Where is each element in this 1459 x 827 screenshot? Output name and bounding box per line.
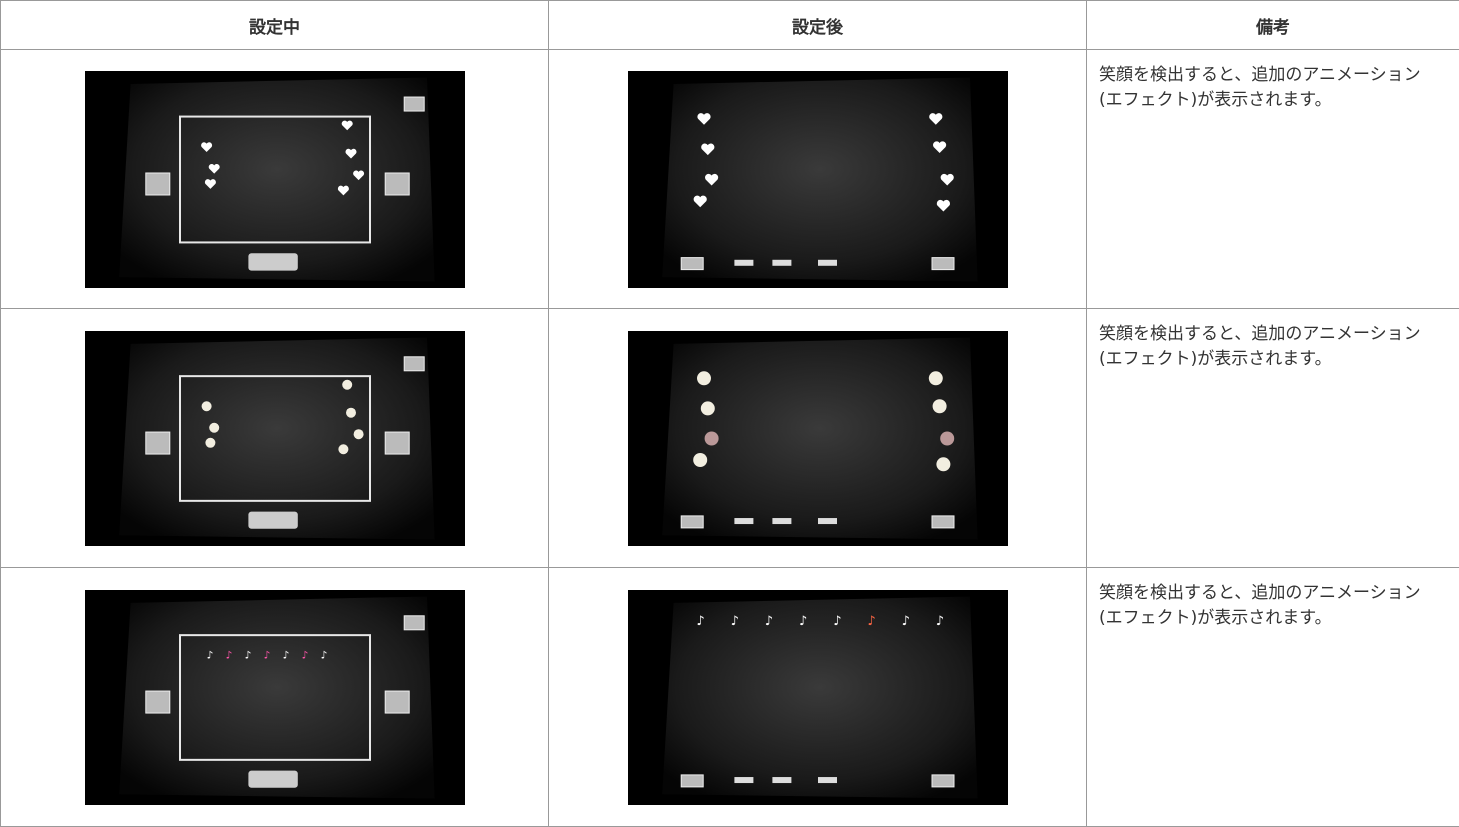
button [248,511,297,528]
note-symbol: ♪ [244,649,251,661]
image-cell: ♪ ♪ ♪ ♪ ♪ ♪ ♪ [1,568,549,827]
icon [145,432,169,454]
flower [693,453,707,467]
status-block [818,259,837,265]
image-cell [549,50,1087,309]
flower [205,437,215,447]
row: ♪ ♪ ♪ ♪ ♪ ♪ ♪ ♪ ♪ ♪ ♪ ♪ ♪ ♪ ♪ 笑顔を検出すると、追加のアニメーション(エフェ… [1,568,1459,827]
screenshot: ♪ ♪ ♪ ♪ ♪ ♪ ♪ [85,590,465,805]
screen [662,596,977,798]
header-row: 設定中 設定後 備考 [1,1,1459,50]
note-symbol: ♪ [225,649,232,661]
header-cell: 設定中 [1,1,549,50]
flower [704,431,718,445]
button [248,253,297,270]
button [248,770,297,787]
note-symbol: ♪ [696,614,704,629]
flower [932,399,946,413]
note-symbol: ♪ [730,614,738,629]
note-symbol: ♪ [799,614,807,629]
image-cell [1,309,549,568]
header-cell: 設定後 [549,1,1087,50]
icon [404,615,424,629]
note-symbol: ♪ [301,649,308,661]
icon [404,356,424,370]
note-symbol: ♪ [935,614,943,629]
header-cell: 備考 [1087,1,1459,50]
image-cell [549,309,1087,568]
page: 設定中 設定後 備考 笑顔を検出すると、追加のアニメーション(エフェクト)が表示… [0,0,1459,793]
icon [932,257,954,269]
note-symbol: ♪ [833,614,841,629]
status-block [818,777,837,783]
icon [932,515,954,527]
note-symbol: ♪ [901,614,909,629]
status-block [734,777,753,783]
flower [346,407,356,417]
icon [681,515,703,527]
icon [145,691,169,713]
note-cell: 笑顔を検出すると、追加のアニメーション(エフェクト)が表示されます。 [1087,309,1459,568]
note-symbol: ♪ [867,614,875,629]
icon [932,774,954,786]
screenshot [628,331,1008,546]
flower [209,422,219,432]
flower [697,371,711,385]
image-cell [1,50,549,309]
flower [928,371,942,385]
note-cell: 笑顔を検出すると、追加のアニメーション(エフェクト)が表示されます。 [1087,568,1459,827]
screenshot [85,331,465,546]
flower [353,429,363,439]
icon [385,432,409,454]
note-symbol: ♪ [764,614,772,629]
flower [700,401,714,415]
status-block [734,259,753,265]
note-symbol: ♪ [282,649,289,661]
note-symbol: ♪ [320,649,327,661]
status-block [818,518,837,524]
screenshot: ♪ ♪ ♪ ♪ ♪ ♪ ♪ ♪ [628,590,1008,805]
row: 笑顔を検出すると、追加のアニメーション(エフェクト)が表示されます。 [1,309,1459,568]
image-cell: ♪ ♪ ♪ ♪ ♪ ♪ ♪ ♪ [549,568,1087,827]
note-text: 笑顔を検出すると、追加のアニメーション(エフェクト)が表示されます。 [1099,322,1434,372]
status-block [772,777,791,783]
icon [145,172,169,194]
note-symbol: ♪ [206,649,213,661]
icon [404,97,424,111]
icon [385,172,409,194]
screenshot [628,71,1008,288]
icon [385,691,409,713]
flower [936,457,950,471]
note-text: 笑顔を検出すると、追加のアニメーション(エフェクト)が表示されます。 [1099,63,1434,113]
note-text: 笑顔を検出すると、追加のアニメーション(エフェクト)が表示されます。 [1099,581,1434,631]
status-block [772,518,791,524]
flower [338,444,348,454]
flower [201,401,211,411]
status-block [772,259,791,265]
note-cell: 笑顔を検出すると、追加のアニメーション(エフェクト)が表示されます。 [1087,50,1459,309]
icon [681,257,703,269]
flower [940,431,954,445]
icon [681,774,703,786]
note-symbol: ♪ [263,649,270,661]
screenshot [85,71,465,288]
status-block [734,518,753,524]
row: 笑顔を検出すると、追加のアニメーション(エフェクト)が表示されます。 [1,50,1459,309]
flower [342,379,352,389]
